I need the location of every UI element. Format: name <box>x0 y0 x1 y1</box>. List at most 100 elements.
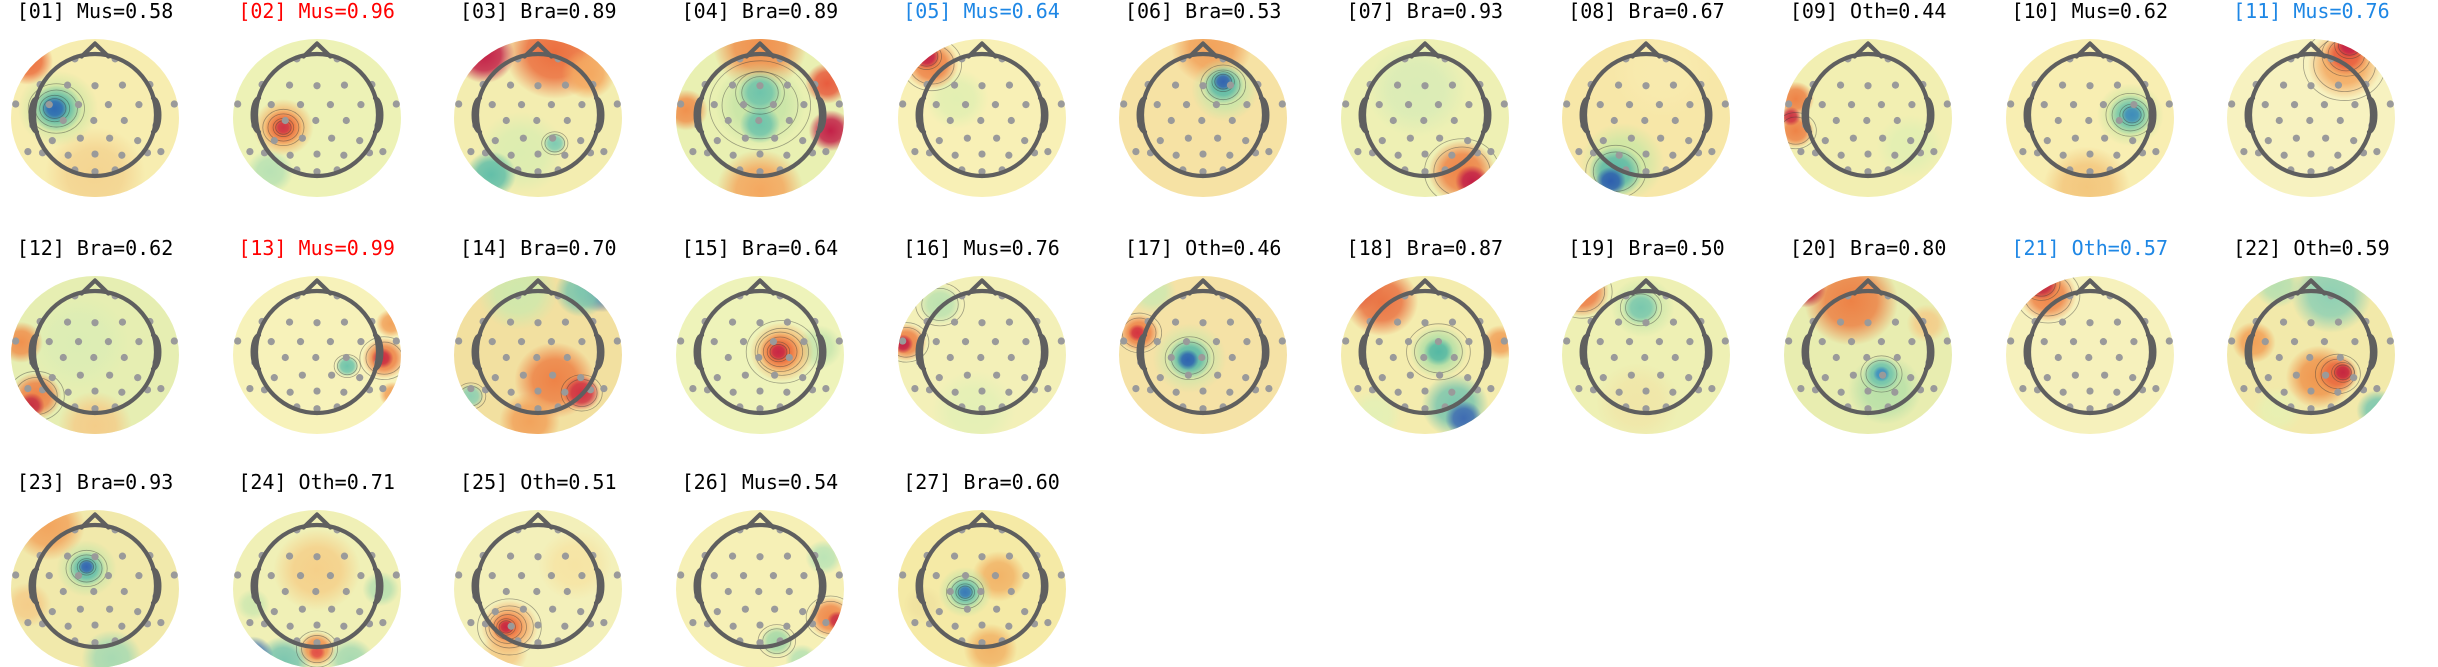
head-outline <box>1579 278 1713 416</box>
component-title: [05] Mus=0.64 <box>903 0 1060 23</box>
head-outline <box>915 41 1049 179</box>
topomap <box>454 510 623 667</box>
ica-component-tile[interactable]: [13] Mus=0.99 <box>222 237 443 469</box>
component-title: [12] Bra=0.62 <box>16 236 174 260</box>
topomap <box>1562 39 1731 197</box>
component-title: [16] Mus=0.76 <box>903 236 1060 260</box>
ica-component-tile[interactable]: [08] Bra=0.67 <box>1551 0 1772 232</box>
head-outline <box>471 512 605 650</box>
head-outline <box>915 512 1049 650</box>
head-outline <box>471 278 605 416</box>
component-title: [21] Oth=0.57 <box>2011 236 2169 260</box>
topomap <box>11 39 179 197</box>
topomap <box>897 510 1066 667</box>
ica-component-tile[interactable]: [10] Mus=0.62 <box>1995 0 2216 232</box>
contour-lines <box>65 549 108 588</box>
component-title: [18] Bra=0.87 <box>1346 236 1504 260</box>
head-outline <box>250 278 384 416</box>
ica-component-tile[interactable]: [18] Bra=0.87 <box>1330 237 1551 469</box>
component-title: [17] Oth=0.46 <box>1124 236 1282 260</box>
head-outline <box>693 278 827 416</box>
component-title: [10] Mus=0.62 <box>2011 0 2169 23</box>
electrode-dots <box>12 526 178 647</box>
component-title: [01] Mus=0.58 <box>16 0 174 23</box>
ica-component-tile[interactable]: [23] Bra=0.93 <box>0 471 221 667</box>
contour-lines <box>1860 355 1903 393</box>
head-outline <box>250 41 384 179</box>
topomap <box>232 39 401 197</box>
topomap <box>897 39 1066 197</box>
component-title: [25] Oth=0.51 <box>459 470 617 494</box>
topomap <box>2227 39 2396 197</box>
head-outline <box>1136 278 1270 416</box>
component-title: [13] Mus=0.99 <box>238 236 395 260</box>
head-outline <box>28 512 162 650</box>
ica-component-tile[interactable]: [17] Oth=0.46 <box>1108 237 1329 469</box>
ica-component-tile[interactable]: [11] Mus=0.76 <box>2216 0 2437 232</box>
head-outline <box>1801 278 1935 416</box>
topomap <box>2005 276 2174 434</box>
topomap <box>1340 39 1509 197</box>
component-title: [26] Mus=0.54 <box>681 470 839 494</box>
head-outline <box>915 278 1049 416</box>
ica-component-tile[interactable]: [04] Bra=0.89 <box>665 0 886 232</box>
topomap <box>1340 276 1509 434</box>
ica-component-tile[interactable]: [19] Bra=0.50 <box>1551 237 1772 469</box>
ica-component-tile[interactable]: [01] Mus=0.58 <box>0 0 221 232</box>
ica-component-tile[interactable]: [07] Bra=0.93 <box>1330 0 1551 232</box>
head-outline <box>2244 41 2378 179</box>
contour-lines <box>745 320 818 384</box>
component-title: [08] Bra=0.67 <box>1568 0 1725 23</box>
topomap <box>232 276 401 434</box>
component-title: [23] Bra=0.93 <box>16 470 174 494</box>
head-outline <box>2023 41 2157 179</box>
electrode-dots <box>1563 55 1730 176</box>
contour-lines <box>477 598 542 656</box>
topomap <box>1784 39 1953 197</box>
head-outline <box>693 41 827 179</box>
ica-component-tile[interactable]: [20] Bra=0.80 <box>1773 237 1994 469</box>
ica-component-tile[interactable]: [02] Mus=0.96 <box>222 0 443 232</box>
head-outline <box>1579 41 1713 179</box>
ica-component-tile[interactable]: [12] Bra=0.62 <box>0 237 221 469</box>
topomap <box>11 510 179 667</box>
component-title: [19] Bra=0.50 <box>1568 236 1725 260</box>
head-outline <box>2244 278 2378 416</box>
topomap <box>675 39 844 197</box>
component-title: [06] Bra=0.53 <box>1124 0 1282 23</box>
ica-component-tile[interactable]: [03] Bra=0.89 <box>443 0 664 232</box>
component-title: [07] Bra=0.93 <box>1346 0 1504 23</box>
topomap <box>897 276 1066 434</box>
component-title: [14] Bra=0.70 <box>459 236 617 260</box>
ica-component-tile[interactable]: [26] Mus=0.54 <box>665 471 886 667</box>
contour-lines <box>541 131 569 156</box>
head-outline <box>1358 278 1492 416</box>
head-outline <box>1136 41 1270 179</box>
component-title: [11] Mus=0.76 <box>2233 0 2390 23</box>
component-title: [09] Oth=0.44 <box>1789 0 1947 23</box>
ica-component-tile[interactable]: [09] Oth=0.44 <box>1773 0 1994 232</box>
ica-component-tile[interactable]: [05] Mus=0.64 <box>887 0 1108 232</box>
topomap <box>1119 276 1288 434</box>
component-title: [03] Bra=0.89 <box>459 0 617 23</box>
ica-component-tile[interactable]: [14] Bra=0.70 <box>443 237 664 469</box>
head-outline <box>28 278 162 416</box>
head-outline <box>2023 278 2157 416</box>
ica-component-tile[interactable]: [15] Bra=0.64 <box>665 237 886 469</box>
component-title: [27] Bra=0.60 <box>903 470 1060 494</box>
topomap <box>2227 276 2396 434</box>
ica-component-tile[interactable]: [21] Oth=0.57 <box>1995 237 2216 469</box>
contour-lines <box>27 83 85 134</box>
ica-component-tile[interactable]: [22] Oth=0.59 <box>2216 237 2437 469</box>
ica-component-tile[interactable]: [24] Oth=0.71 <box>222 471 443 667</box>
ica-component-tile[interactable]: [25] Oth=0.51 <box>443 471 664 667</box>
topomap <box>454 276 623 434</box>
ica-component-tile[interactable]: [06] Bra=0.53 <box>1108 0 1329 232</box>
ica-component-tile[interactable]: [27] Bra=0.60 <box>887 471 1108 667</box>
topomap <box>454 39 623 197</box>
head-outline <box>28 41 162 179</box>
component-title: [22] Oth=0.59 <box>2233 236 2390 260</box>
component-title: [15] Bra=0.64 <box>681 236 839 260</box>
ica-component-tile[interactable]: [16] Mus=0.76 <box>887 237 1108 469</box>
